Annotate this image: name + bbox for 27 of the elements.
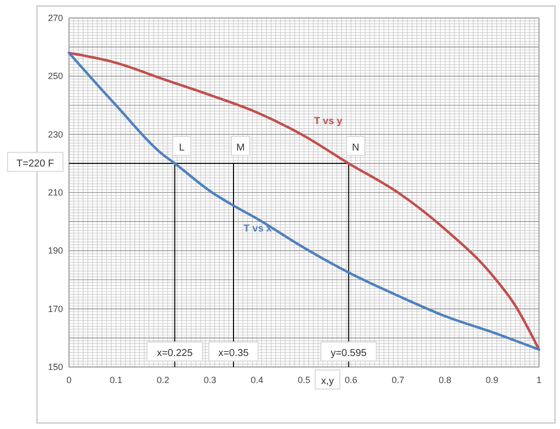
y-tick-label: 210 bbox=[48, 188, 63, 198]
x-tick-label: 0.1 bbox=[110, 375, 122, 385]
y-tick-label: 150 bbox=[48, 362, 63, 372]
x-axis-title: x,y bbox=[321, 376, 334, 387]
ref-line-label: x=0.35 bbox=[218, 348, 250, 359]
ref-line-label: T=220 F bbox=[16, 158, 54, 170]
ref-line-label: y=0.595 bbox=[330, 348, 368, 359]
y-tick-label: 230 bbox=[48, 129, 63, 140]
annotation: M bbox=[236, 142, 245, 154]
x-tick-label: 0.4 bbox=[250, 375, 264, 385]
x-tick-label: 0.9 bbox=[486, 375, 498, 385]
y-tick-label: 170 bbox=[48, 304, 63, 314]
x-tick-label: 0.7 bbox=[392, 375, 404, 385]
x-tick-label: 1 bbox=[536, 375, 542, 385]
y-tick-label: 270 bbox=[48, 13, 63, 23]
x-tick-label: 0 bbox=[66, 375, 72, 385]
x-tick-label: 0.6 bbox=[344, 375, 358, 385]
x-tick-label: 0.3 bbox=[204, 375, 216, 385]
annotation: N bbox=[352, 142, 360, 154]
ref-line-label: x=0.225 bbox=[156, 348, 194, 359]
y-tick-label: 250 bbox=[48, 71, 63, 82]
x-tick-label: 0.8 bbox=[438, 375, 452, 385]
annotation: L bbox=[178, 142, 185, 154]
y-tick-label: 190 bbox=[48, 246, 63, 256]
series-label: T vs y bbox=[314, 116, 343, 127]
x-tick-label: 0.2 bbox=[156, 375, 170, 385]
x-tick-label: 0.5 bbox=[298, 375, 310, 385]
